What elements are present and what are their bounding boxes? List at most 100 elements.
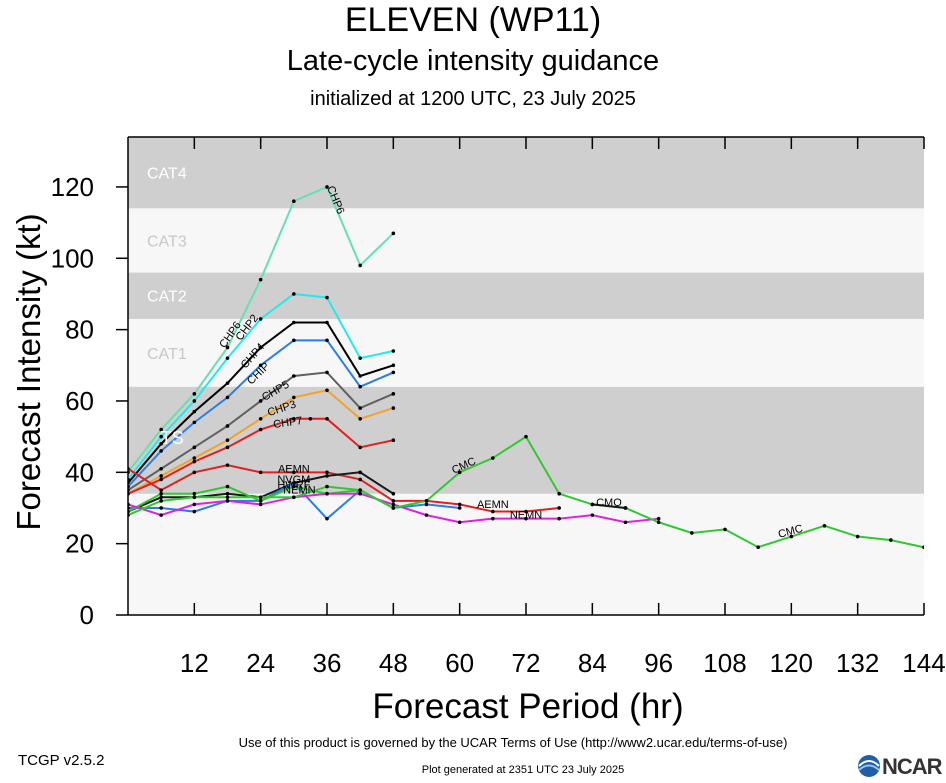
- data-point-chp4: [391, 363, 396, 368]
- data-point-chp2: [325, 295, 329, 300]
- data-point-nemn: [590, 513, 595, 517]
- data-point-chp6: [225, 345, 230, 350]
- band-label-cat3: CAT3: [147, 233, 187, 250]
- data-point-chp5: [391, 392, 396, 396]
- data-point-chp2: [192, 399, 197, 403]
- data-point-cmc: [325, 484, 329, 489]
- data-point-chp6: [128, 470, 130, 475]
- data-point-aemn: [159, 488, 163, 492]
- data-point-nvgm: [159, 495, 163, 500]
- data-point-chip: [391, 370, 396, 375]
- line-label-cmo: CMO: [596, 497, 622, 509]
- data-point-cmc: [292, 495, 296, 500]
- data-point-aemn: [391, 499, 396, 503]
- x-tick-label: 72: [512, 648, 541, 678]
- line-label-hwrf: HWRF: [277, 479, 310, 491]
- data-point-gfs: [292, 484, 296, 489]
- data-point-chip: [225, 395, 230, 400]
- data-point-cmc: [524, 434, 528, 439]
- x-tick-label: 96: [644, 648, 673, 678]
- data-point-cmo: [623, 506, 628, 510]
- data-point-chp4: [325, 320, 329, 325]
- data-point-nemn: [623, 520, 628, 525]
- data-point-cmc: [491, 456, 495, 460]
- data-point-chp2: [159, 434, 163, 439]
- data-point-chp3: [159, 474, 163, 478]
- band-below-ts: [128, 493, 924, 615]
- data-point-chp2: [391, 349, 396, 353]
- data-point-aemn: [258, 470, 263, 475]
- data-point-chp5: [159, 466, 163, 471]
- data-point-aemn: [491, 509, 495, 514]
- data-point-cmc: [855, 534, 860, 539]
- data-point-chp6: [292, 199, 296, 204]
- data-point-chp5: [258, 399, 263, 403]
- band-label-cat2: CAT2: [147, 289, 187, 306]
- data-point-chp4: [159, 441, 163, 446]
- data-point-nemn: [457, 520, 462, 525]
- data-point-chp7: [258, 427, 263, 432]
- data-point-nemn: [557, 516, 561, 521]
- x-tick-label: 36: [313, 648, 342, 678]
- data-point-nemn: [656, 516, 661, 521]
- x-tick-label: 48: [379, 648, 408, 678]
- data-point-chp3: [258, 417, 263, 421]
- version-label: TCGP v2.5.2: [18, 752, 105, 769]
- data-point-chp6: [159, 427, 163, 432]
- y-tick-label: 60: [65, 386, 94, 416]
- data-point-chp4: [258, 345, 263, 350]
- data-point-cmc: [789, 534, 794, 539]
- data-point-chp2: [225, 356, 230, 360]
- data-point-chip: [128, 484, 130, 489]
- data-point-hwrf: [457, 506, 462, 510]
- data-point-nemn: [128, 502, 130, 507]
- data-point-chp7: [325, 417, 329, 421]
- data-point-cmc: [922, 545, 924, 550]
- series-group: [128, 185, 924, 550]
- data-point-nemn: [225, 499, 230, 503]
- data-point-chp5: [192, 445, 197, 450]
- data-point-hwrf: [424, 502, 429, 507]
- terms-of-use-text: Use of this product is governed by the U…: [238, 735, 788, 750]
- data-point-chp7: [159, 477, 163, 482]
- data-point-chp3: [292, 395, 296, 400]
- data-point-chip: [358, 384, 362, 389]
- series-line-chp7: [128, 417, 394, 495]
- ncar-logo: NCAR: [856, 752, 946, 780]
- ncar-logo-text: NCAR: [882, 754, 943, 779]
- data-point-chp4: [225, 381, 230, 385]
- data-point-chp6: [391, 231, 396, 236]
- y-tick-label: 120: [51, 172, 94, 202]
- data-point-chp2: [358, 356, 362, 360]
- data-point-aemn: [225, 463, 230, 467]
- data-point-nemn: [391, 502, 396, 507]
- x-tick-label: 60: [445, 648, 474, 678]
- data-point-cmc: [822, 524, 827, 528]
- data-point-cmc: [391, 506, 396, 510]
- band-label-ts: TS: [161, 428, 184, 448]
- band-cat2: [128, 272, 924, 319]
- data-point-chp3: [192, 456, 197, 460]
- band-ts: [128, 386, 924, 494]
- data-point-chp6: [325, 185, 329, 189]
- x-tick-label: 120: [770, 648, 813, 678]
- chart-subtitle: Late-cycle intensity guidance: [286, 45, 660, 77]
- chart-title: ELEVEN (WP11): [344, 1, 602, 39]
- data-point-cmc: [424, 499, 429, 503]
- data-point-aemn: [128, 466, 130, 471]
- line-label-aemn: AEMN: [477, 499, 509, 511]
- data-point-hwrf: [128, 506, 130, 510]
- data-point-aemn: [192, 470, 197, 475]
- data-point-chip: [325, 338, 329, 343]
- data-point-chp4: [192, 409, 197, 414]
- data-point-nemn: [424, 513, 429, 517]
- y-axis-title: Forecast Intensity (kt): [10, 213, 47, 530]
- data-point-chp3: [358, 417, 362, 421]
- data-point-chp3: [225, 438, 230, 443]
- data-point-nemn: [325, 491, 329, 496]
- data-point-cmc: [258, 495, 263, 500]
- x-tick-label: 132: [836, 648, 879, 678]
- data-point-cmo: [590, 502, 595, 507]
- data-point-cmc: [557, 491, 561, 496]
- x-tick-label: 24: [246, 648, 275, 678]
